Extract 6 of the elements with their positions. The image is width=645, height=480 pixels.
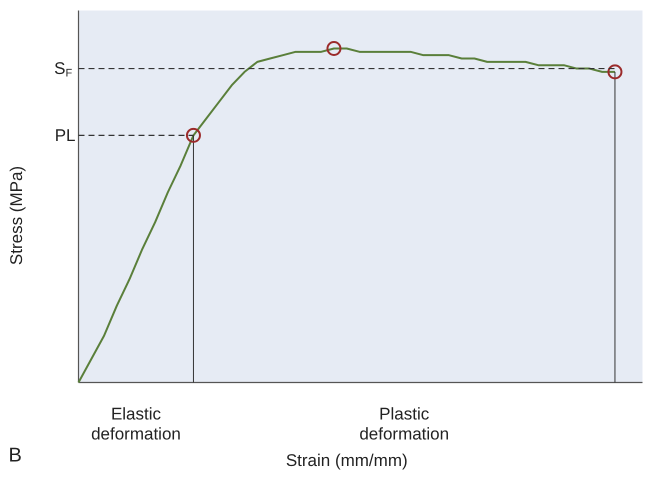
text: B	[8, 444, 22, 466]
ref-line-label: PL	[54, 126, 76, 145]
x-axis-title: Strain (mm/mm)	[286, 451, 408, 470]
text: Elastic deformation	[91, 404, 181, 444]
text: Plastic deformation	[359, 404, 450, 444]
y-axis-title: Stress (MPa)	[7, 166, 26, 266]
